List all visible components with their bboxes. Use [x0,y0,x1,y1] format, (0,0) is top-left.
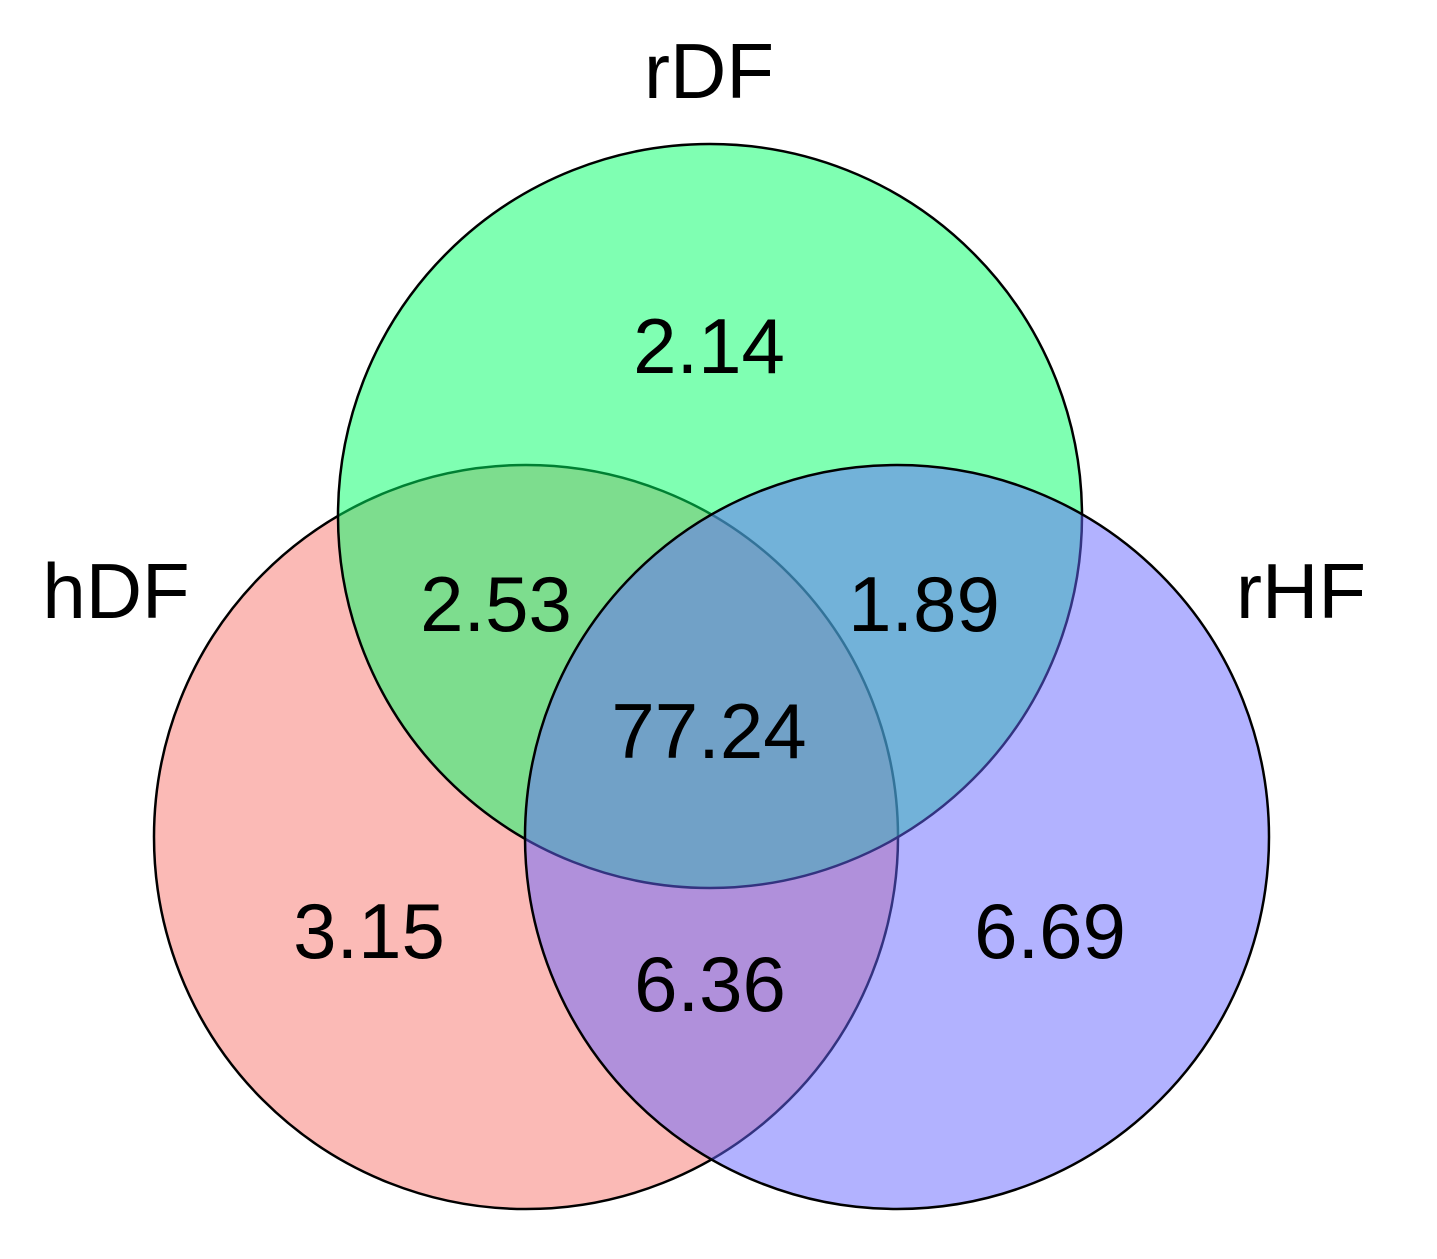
set-label-hDF: hDF [42,547,189,635]
region-value-hDF-rDF: 2.53 [420,560,572,648]
set-circles [152,142,1271,1211]
set-label-rDF: rDF [644,27,774,115]
region-values: 2.14 2.53 1.89 77.24 3.15 6.36 6.69 [293,302,1126,1028]
circle-rHF [523,463,1271,1211]
region-value-hDF-rHF: 6.36 [634,940,786,1028]
region-value-all: 77.24 [611,687,806,775]
region-value-rHF-only: 6.69 [974,887,1126,975]
region-value-rDF-rHF: 1.89 [848,560,1000,648]
set-labels: hDF rDF rHF [42,27,1366,635]
region-value-rDF-only: 2.14 [633,302,785,390]
region-value-hDF-only: 3.15 [293,887,445,975]
set-label-rHF: rHF [1236,547,1366,635]
